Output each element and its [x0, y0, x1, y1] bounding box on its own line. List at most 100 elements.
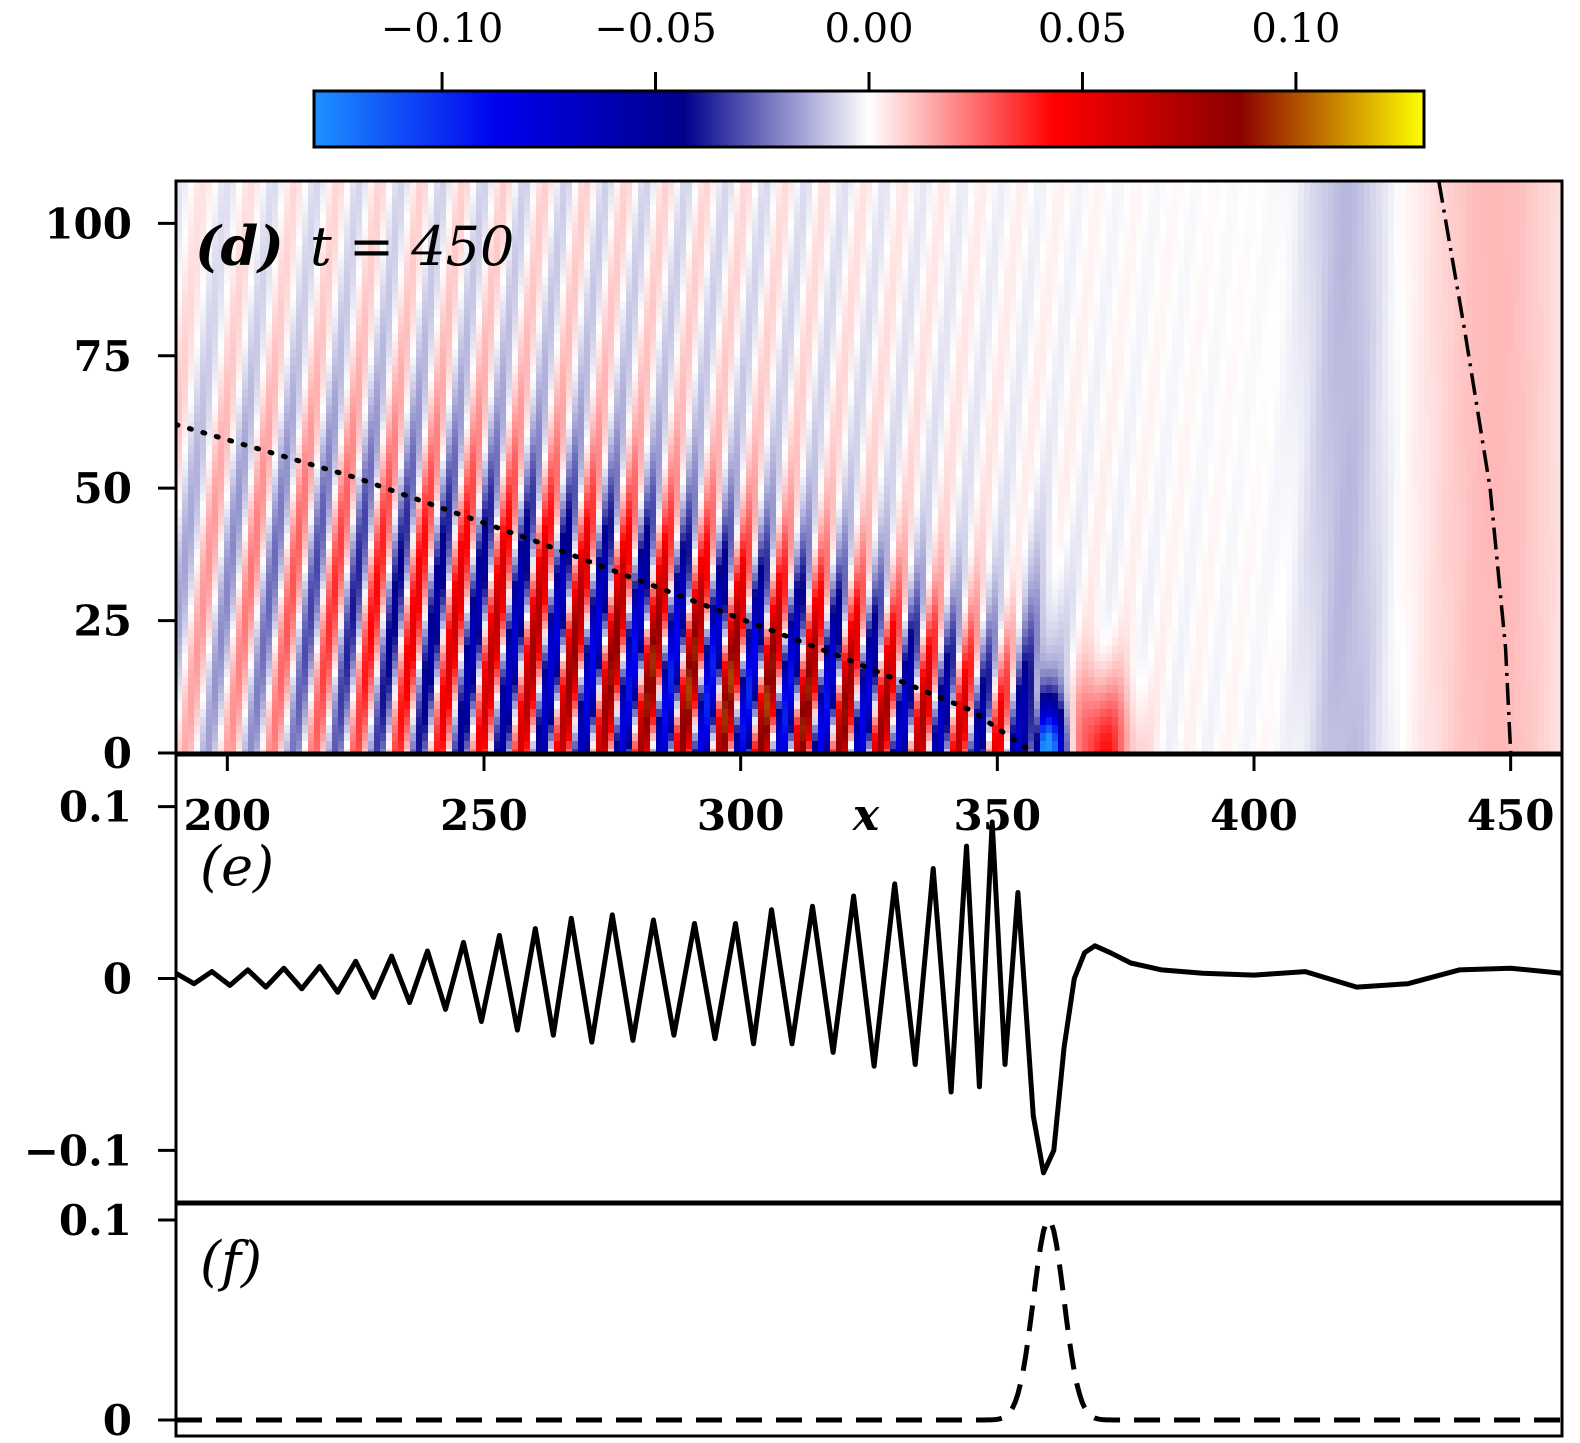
- heatmap-cell: [1376, 197, 1383, 206]
- heatmap-cell: [704, 333, 711, 342]
- heatmap-cell: [314, 301, 321, 310]
- heatmap-cell: [1268, 277, 1275, 286]
- heatmap-cell: [1106, 325, 1113, 334]
- heatmap-cell: [440, 333, 447, 342]
- heatmap-cell: [188, 237, 195, 246]
- heatmap-cell: [680, 349, 687, 358]
- heatmap-cell: [710, 213, 717, 222]
- heatmap-cell: [1364, 181, 1371, 190]
- heatmap-cell: [974, 221, 981, 230]
- heatmap-cell: [1004, 285, 1011, 294]
- heatmap-cell: [1088, 333, 1095, 342]
- heatmap-cell: [920, 309, 927, 318]
- heatmap-cell: [884, 309, 891, 318]
- heatmap-cell: [1364, 197, 1371, 206]
- heatmap-cell: [536, 181, 543, 190]
- heatmap-cell: [458, 325, 465, 334]
- heatmap-cell: [638, 349, 645, 358]
- heatmap-cell: [476, 181, 483, 190]
- heatmap-cell: [206, 197, 213, 206]
- heatmap-cell: [908, 205, 915, 214]
- heatmap-cell: [1466, 261, 1473, 270]
- heatmap-cell: [512, 237, 519, 246]
- heatmap-cell: [1370, 333, 1377, 342]
- heatmap-cell: [1472, 221, 1479, 230]
- heatmap-cell: [1064, 205, 1071, 214]
- heatmap-cell: [1268, 261, 1275, 270]
- heatmap-cell: [356, 277, 363, 286]
- heatmap-cell: [1376, 229, 1383, 238]
- heatmap-cell: [1178, 325, 1185, 334]
- heatmap-cell: [734, 237, 741, 246]
- heatmap-cell: [908, 309, 915, 318]
- heatmap-cell: [764, 349, 771, 358]
- heatmap-cell: [182, 341, 189, 350]
- heatmap-cell: [980, 325, 987, 334]
- heatmap-cell: [938, 181, 945, 190]
- heatmap-cell: [1040, 285, 1047, 294]
- heatmap-cell: [1502, 237, 1509, 246]
- heatmap-cell: [524, 229, 531, 238]
- heatmap-cell: [338, 341, 345, 350]
- heatmap-cell: [620, 221, 627, 230]
- heatmap-cell: [1556, 229, 1562, 238]
- heatmap-cell: [1118, 189, 1125, 198]
- heatmap-cell: [536, 253, 543, 262]
- heatmap-cell: [1232, 197, 1239, 206]
- heatmap-cell: [1484, 341, 1491, 350]
- heatmap-cell: [464, 197, 471, 206]
- heatmap-cell: [1478, 325, 1485, 334]
- heatmap-cell: [920, 197, 927, 206]
- heatmap-cell: [1436, 213, 1443, 222]
- heatmap-cell: [272, 293, 279, 302]
- heatmap-cell: [812, 229, 819, 238]
- heatmap-cell: [458, 317, 465, 326]
- heatmap-cell: [878, 205, 885, 214]
- heatmap-cell: [542, 341, 549, 350]
- heatmap-cell: [464, 189, 471, 198]
- heatmap-cell: [836, 189, 843, 198]
- heatmap-cell: [260, 213, 267, 222]
- heatmap-cell: [176, 229, 183, 238]
- heatmap-cell: [1100, 285, 1107, 294]
- heatmap-cell: [1358, 277, 1365, 286]
- heatmap-cell: [626, 253, 633, 262]
- heatmap-cell: [1166, 341, 1173, 350]
- heatmap-cell: [176, 245, 183, 254]
- heatmap-cell: [1106, 301, 1113, 310]
- heatmap-cell: [392, 181, 399, 190]
- heatmap-cell: [1070, 205, 1077, 214]
- heatmap-cell: [182, 221, 189, 230]
- heatmap-cell: [956, 309, 963, 318]
- heatmap-cell: [1202, 189, 1209, 198]
- heatmap-cell: [398, 213, 405, 222]
- heatmap-cell: [692, 285, 699, 294]
- heatmap-cell: [710, 229, 717, 238]
- heatmap-cell: [626, 221, 633, 230]
- heatmap-cell: [1148, 229, 1155, 238]
- heatmap-cell: [1106, 221, 1113, 230]
- heatmap-cell: [338, 253, 345, 262]
- heatmap-cell: [1520, 261, 1527, 270]
- heatmap-cell: [524, 293, 531, 302]
- heatmap-cell: [740, 181, 747, 190]
- heatmap-cell: [422, 301, 429, 310]
- heatmap-cell: [686, 189, 693, 198]
- heatmap-cell: [740, 261, 747, 270]
- heatmap-cell: [1172, 245, 1179, 254]
- heatmap-cell: [1244, 277, 1251, 286]
- heatmap-cell: [500, 213, 507, 222]
- heatmap-cell: [368, 293, 375, 302]
- heatmap-cell: [494, 253, 501, 262]
- heatmap-cell: [488, 221, 495, 230]
- heatmap-cell: [716, 309, 723, 318]
- heatmap-cell: [794, 213, 801, 222]
- heatmap-cell: [650, 317, 657, 326]
- heatmap-cell: [524, 285, 531, 294]
- heatmap-cell: [1088, 181, 1095, 190]
- heatmap-cell: [1328, 213, 1335, 222]
- heatmap-cell: [1322, 333, 1329, 342]
- heatmap-cell: [1130, 309, 1137, 318]
- heatmap-cell: [272, 197, 279, 206]
- heatmap-cell: [212, 309, 219, 318]
